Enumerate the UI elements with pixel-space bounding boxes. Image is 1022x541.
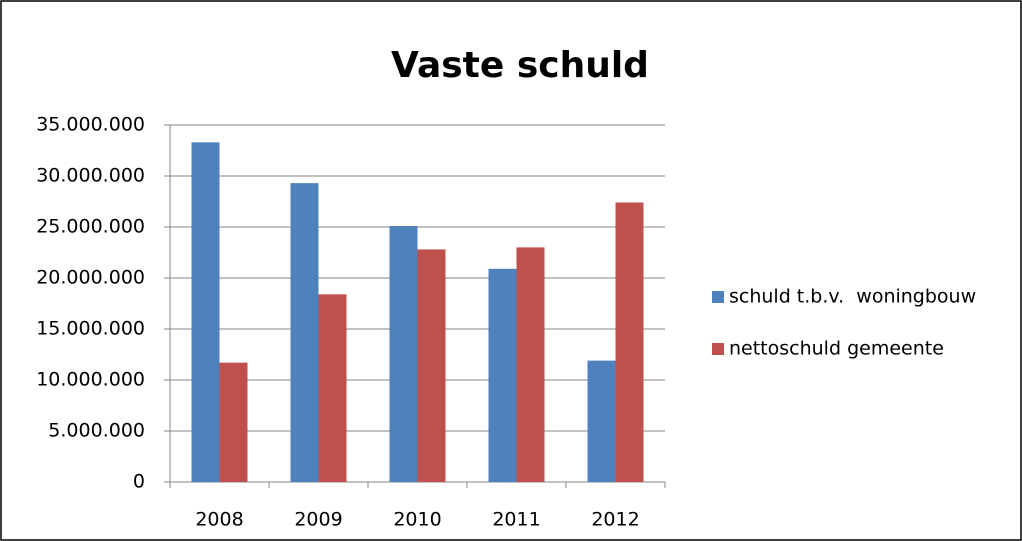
y-tick-label: 0 [133,471,145,493]
legend-label: nettoschuld gemeente [729,338,944,360]
x-tick-label: 2012 [591,509,639,531]
y-tick-label: 20.000.000 [36,267,145,289]
legend-swatch [712,343,724,355]
y-tick-label: 15.000.000 [36,318,145,340]
legend-swatch [712,291,724,303]
bar [615,202,644,482]
bar [318,294,347,482]
bar [389,225,418,483]
x-tick-label: 2010 [393,509,441,531]
legend-label: schuld t.b.v. woningbouw [729,286,976,308]
y-tick-label: 30.000.000 [36,165,145,187]
x-tick-label: 2011 [492,509,540,531]
bar [290,183,319,482]
x-tick-label: 2008 [195,509,243,531]
chart-title: Vaste schuld [391,45,649,86]
x-tick-label: 2009 [294,509,342,531]
bar [191,142,220,482]
y-tick-label: 25.000.000 [36,216,145,238]
bar [587,360,616,482]
bar [417,249,446,482]
y-tick-label: 35.000.000 [36,114,145,136]
bar [219,362,248,482]
bar [488,268,517,482]
y-tick-label: 5.000.000 [48,420,145,442]
y-tick-label: 10.000.000 [36,369,145,391]
bar [516,247,545,482]
